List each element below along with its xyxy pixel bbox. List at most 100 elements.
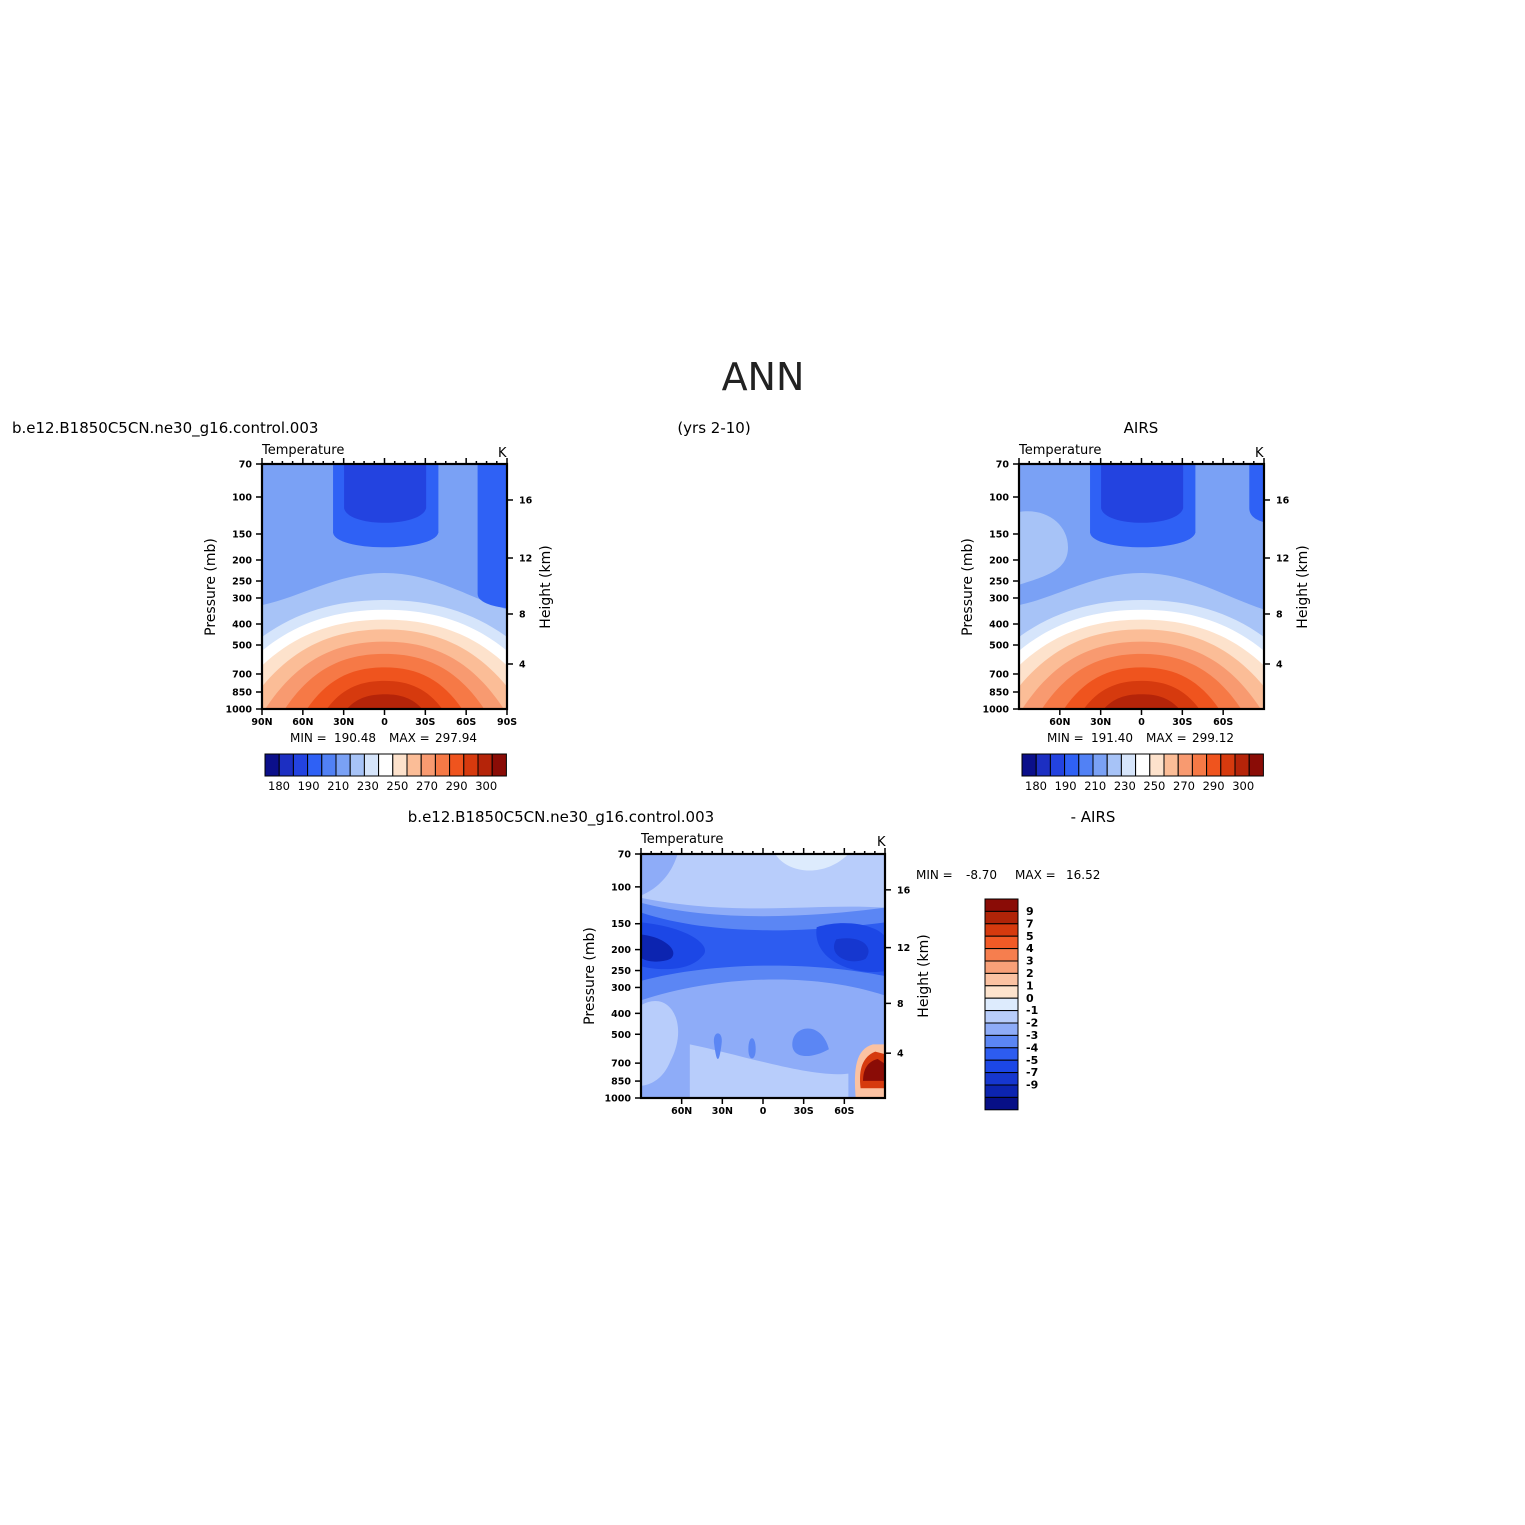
panel2-y-tick-label: 250	[989, 577, 1009, 588]
panel2-height-tick-label: 16	[1276, 495, 1290, 506]
panel2-left-title: Temperature	[1018, 443, 1101, 458]
panel2-min-label: MIN =	[1047, 731, 1084, 745]
panel1-colorbar-label: 210	[327, 779, 349, 793]
panel1-y-tick-label: 400	[232, 620, 252, 631]
panel3-height-tick-label: 16	[897, 885, 911, 896]
panel1-y-tick-label: 500	[232, 641, 252, 652]
panel1-colorbar-label: 270	[416, 779, 438, 793]
panel2-colorbar-label: 210	[1084, 779, 1106, 793]
panel1-colorbar-box	[363, 753, 380, 777]
panel3-y-axis-label: Pressure (mb)	[582, 927, 598, 1025]
panel2-x-tick-label: 0	[1138, 717, 1145, 728]
panel3-colorbar-box	[984, 910, 1019, 925]
panel1-height-tick-label: 4	[519, 659, 526, 670]
panel1-max-label: MAX =	[389, 731, 430, 745]
panel2-right-axis-label: Height (km)	[1295, 545, 1311, 628]
panel1-y-tick-label: 100	[232, 493, 252, 504]
panel3-colorbar-label: -1	[1026, 1004, 1038, 1017]
panel1-colorbar-label: 180	[268, 779, 290, 793]
panel3-x-tick-label: 0	[760, 1106, 767, 1117]
panel3-colorbar-box	[984, 1084, 1019, 1098]
panel3-band	[792, 1028, 829, 1057]
panel3-max-label: MAX =	[1015, 868, 1056, 882]
panel2-y-tick-label: 100	[989, 493, 1009, 504]
panel2-colorbar-box	[1078, 753, 1094, 777]
panel3-colorbar-box	[984, 972, 1019, 987]
panel1-y-tick-label: 700	[232, 669, 252, 680]
panel1-x-tick-label: 90S	[497, 717, 517, 728]
panel1-y-tick-label: 200	[232, 555, 252, 566]
panel3-colorbar-label: -7	[1026, 1066, 1038, 1079]
panel3-contour-field	[641, 854, 885, 1098]
panel2-x-tick-label: 30S	[1172, 717, 1192, 728]
panel2-max-value: 299.12	[1192, 731, 1234, 745]
panel1-colorbar-box	[321, 753, 337, 777]
panel3-colorbar-box	[984, 948, 1019, 962]
panel3-colorbar-box	[984, 1072, 1019, 1086]
panel1-colorbar-box	[349, 753, 365, 777]
panel2-colorbar-box	[1206, 753, 1222, 777]
panel1-colorbar-box	[264, 753, 280, 777]
panel2-colorbar-box	[1191, 753, 1208, 777]
panel2-y-tick-label: 850	[989, 687, 1009, 698]
panel3-colorbar-label: 7	[1026, 917, 1034, 930]
panel3-min-label: MIN =	[916, 868, 953, 882]
panel1-colorbar-box	[307, 753, 323, 777]
panel3-max-value: 16.52	[1066, 868, 1100, 882]
panel3-band	[689, 1044, 849, 1098]
panel1-colorbar-label: 190	[298, 779, 320, 793]
panel2-height-tick-label: 12	[1276, 554, 1289, 565]
panel2-x-tick-label: 60N	[1049, 717, 1070, 728]
panel2-min-value: 191.40	[1091, 731, 1133, 745]
panel3-case-label: b.e12.B1850C5CN.ne30_g16.control.003	[408, 808, 714, 827]
model-temperature-panel: Temperature K 90N 60N 30N 0 30S 60S 90S 70 100 15…	[203, 443, 554, 793]
panel3-band	[775, 854, 849, 871]
panel3-x-tick-label: 30N	[712, 1106, 733, 1117]
panel2-band	[1019, 511, 1068, 585]
panel1-y-axis-label: Pressure (mb)	[203, 538, 219, 636]
panel3-obs-label: - AIRS	[1071, 808, 1116, 826]
panel2-y-tick-label: 500	[989, 641, 1009, 652]
panel3-colorbar-box	[984, 985, 1019, 999]
panel3-y-tick-label: 500	[611, 1030, 631, 1041]
panel1-band	[344, 464, 427, 523]
panel3-band	[713, 1033, 722, 1059]
panel2-colorbar-box	[1220, 753, 1236, 777]
panel1-x-tick-label: 90N	[251, 717, 272, 728]
panel1-colorbar-box	[463, 753, 479, 777]
panel3-y-tick-label: 400	[611, 1009, 631, 1020]
panel1-y-tick-label: 850	[232, 687, 252, 698]
panel1-min-label: MIN =	[290, 731, 327, 745]
panel3-y-tick-label: 1000	[605, 1094, 632, 1105]
panel1-units: K	[498, 446, 507, 461]
panel3-colorbar-label: -5	[1026, 1054, 1038, 1067]
panel2-colorbar-label: 230	[1114, 779, 1136, 793]
panel3-y-tick-label: 70	[618, 850, 632, 861]
panel2-colorbar-box	[1248, 753, 1264, 777]
panel2-colorbar-box	[1177, 753, 1193, 777]
panel1-right-axis-label: Height (km)	[538, 545, 554, 628]
panel1-y-tick-label: 70	[239, 460, 253, 471]
panel2-colorbar: 180 190 210 230 250 270 290 300	[1021, 753, 1264, 793]
panel2-colorbar-box	[1092, 753, 1108, 777]
panel2-colorbar-box	[1064, 753, 1080, 777]
panel1-colorbar-box	[434, 753, 451, 777]
panel1-colorbar-label: 230	[357, 779, 379, 793]
panel3-colorbar-box	[984, 935, 1019, 950]
panel3-colorbar-label: 4	[1026, 942, 1034, 955]
panel1-colorbar-box	[449, 753, 465, 777]
panel3-colorbar-label: -3	[1026, 1029, 1038, 1042]
panel1-colorbar-box	[292, 753, 309, 777]
panel3-colorbar-box	[984, 1034, 1019, 1049]
panel1-height-tick-label: 8	[519, 609, 526, 620]
panel3-x-tick-label: 60N	[671, 1106, 692, 1117]
panel3-colorbar-box	[984, 1096, 1019, 1111]
panel1-colorbar-box	[392, 753, 408, 777]
panel1-colorbar-label: 300	[475, 779, 497, 793]
panel1-colorbar-box	[491, 753, 507, 777]
airs-temperature-panel: Temperature K 60N 30N 0 30S 60S 70 100 150 200 25…	[960, 443, 1311, 793]
panel2-colorbar-box	[1163, 753, 1179, 777]
panel2-y-axis-label: Pressure (mb)	[960, 538, 976, 636]
panel1-min-value: 190.48	[334, 731, 376, 745]
